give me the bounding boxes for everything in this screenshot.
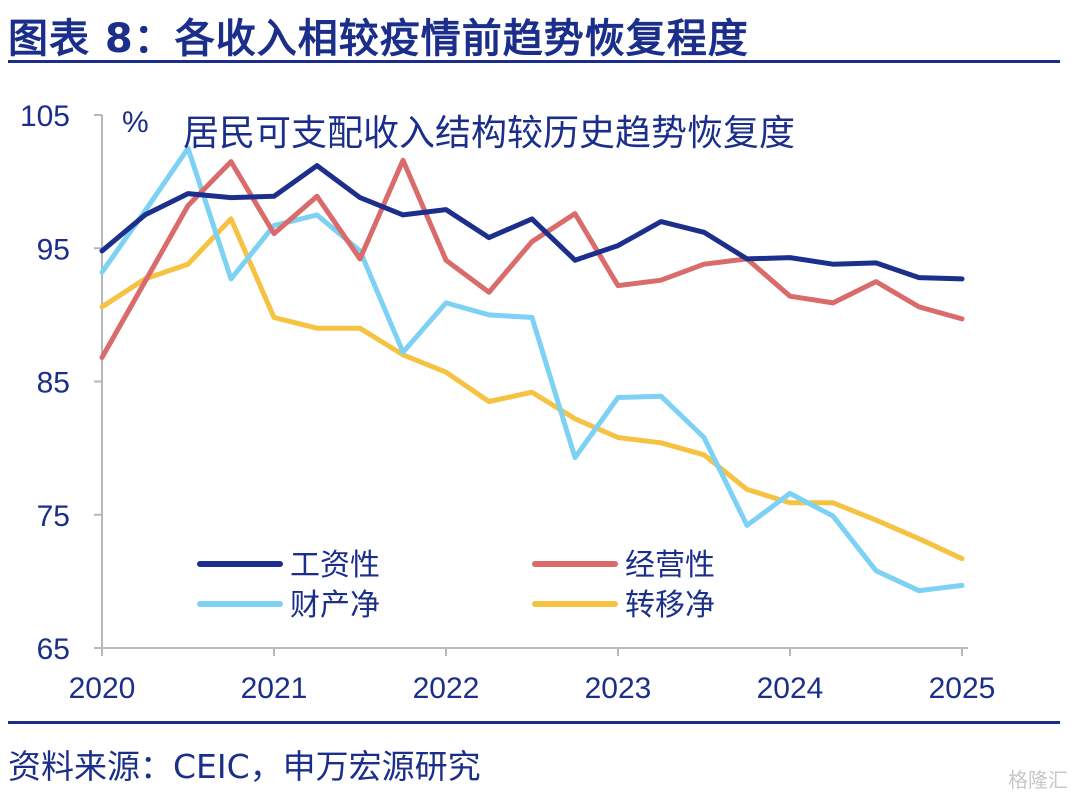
x-tick-label: 2020 <box>69 672 136 705</box>
series-line-3 <box>99 145 965 594</box>
y-tick-label: 95 <box>37 233 70 266</box>
legend-label: 工资性 <box>290 548 380 583</box>
legend-label: 转移净 <box>625 588 715 623</box>
footer-divider <box>8 721 1060 724</box>
legend-label: 经营性 <box>625 548 715 583</box>
y-tick-label: 65 <box>37 633 70 666</box>
y-unit-label: % <box>122 106 149 139</box>
x-tick-label: 2021 <box>241 672 308 705</box>
x-tick-label: 2023 <box>585 672 652 705</box>
series-line-2 <box>99 157 965 360</box>
series-line-1 <box>99 163 965 282</box>
line-chart: 65 75 85 95 105 2020 2021 2022 2023 2024 2025 % 居民… <box>20 100 995 705</box>
source-note: 资料来源：CEIC，申万宏源研究 <box>8 747 481 786</box>
y-tick-label: 85 <box>37 367 70 400</box>
chart-axes: 65 75 85 95 105 2020 2021 2022 2023 2024 2025 <box>20 100 995 705</box>
chart-title: 居民可支配收入结构较历史趋势恢复度 <box>183 113 795 154</box>
chart-series-lines <box>99 145 965 594</box>
x-tick-label: 2022 <box>413 672 480 705</box>
legend-label: 财产净 <box>290 588 380 623</box>
figure-title: 图表 8：各收入相较疫情前趋势恢复程度 <box>8 16 749 62</box>
series-line-4 <box>99 216 965 562</box>
title-divider <box>8 60 1060 63</box>
y-tick-label: 75 <box>37 500 70 533</box>
y-tick-label: 105 <box>20 100 70 133</box>
x-tick-label: 2025 <box>929 672 996 705</box>
watermark-logo: 格隆汇 <box>1008 768 1068 792</box>
x-tick-label: 2024 <box>757 672 824 705</box>
